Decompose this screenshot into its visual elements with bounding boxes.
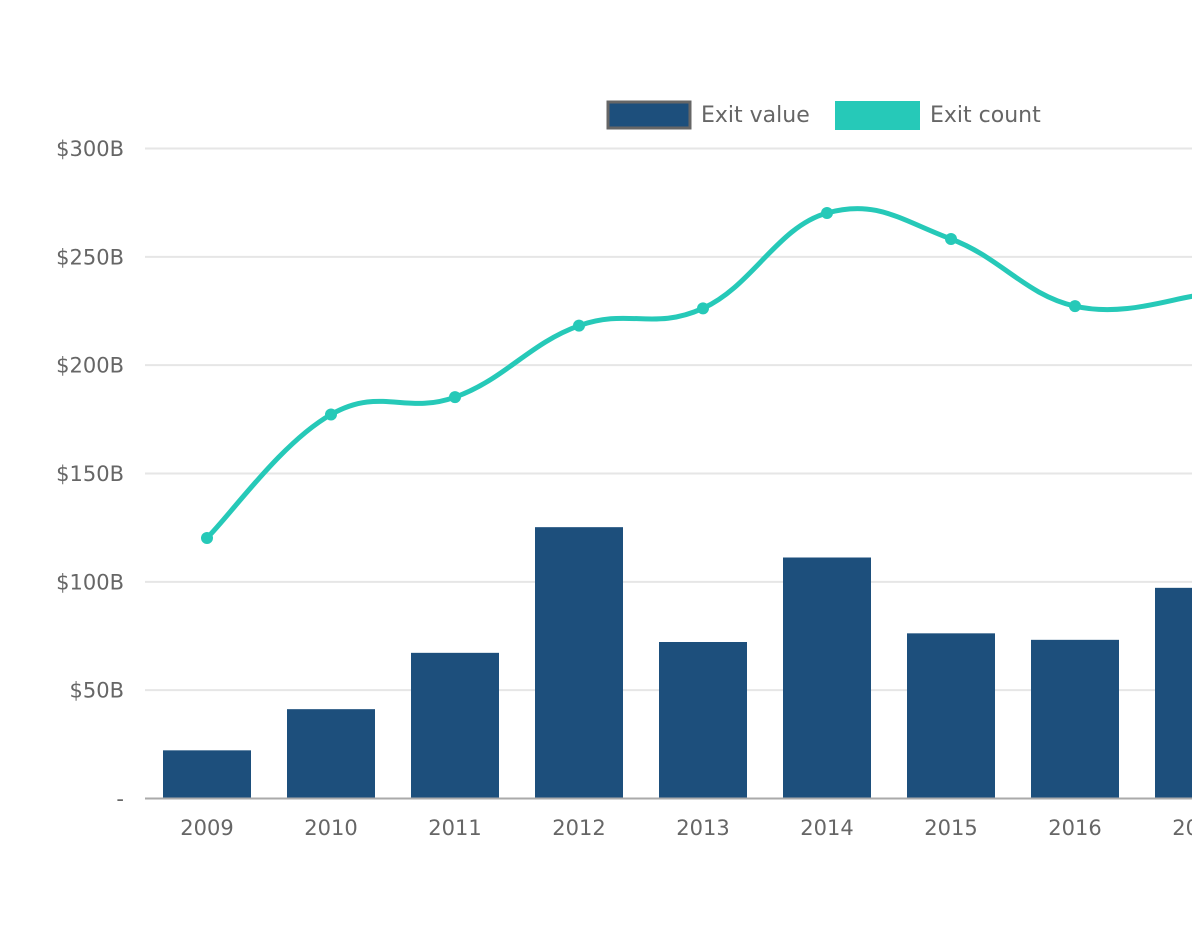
point-exit-count-2015 — [945, 233, 957, 245]
x-tick-label: 2014 — [800, 816, 853, 840]
y-tick-label: $100B — [56, 570, 124, 594]
legend: Exit value Exit count — [606, 100, 1041, 130]
y-tick-label: $250B — [56, 245, 124, 269]
bar-exit-value-2013 — [659, 642, 747, 798]
x-tick-label: 2010 — [304, 816, 357, 840]
x-tick-label: 2015 — [924, 816, 977, 840]
line-series-exit-count — [201, 206, 1192, 544]
point-exit-count-2013 — [697, 302, 709, 315]
point-exit-count-2009 — [201, 532, 213, 544]
bar-exit-value-2017 — [1155, 587, 1192, 798]
y-tick-label: $50B — [70, 679, 125, 703]
bar-exit-value-2016 — [1031, 639, 1119, 798]
bar-exit-value-2014 — [783, 557, 871, 798]
legend-label-exit-value: Exit value — [701, 103, 810, 128]
x-tick-label: 2012 — [552, 816, 605, 840]
bar-series-exit-value — [163, 527, 1192, 798]
y-tick-label: $200B — [56, 354, 124, 378]
point-exit-count-2010 — [325, 408, 337, 421]
line-exit-count — [205, 206, 1192, 540]
bar-exit-value-2010 — [287, 709, 375, 798]
x-tick-label: 2017 — [1172, 816, 1192, 840]
y-tick-label: - — [116, 787, 124, 811]
x-tick-label: 2011 — [428, 816, 481, 840]
y-tick-label: $150B — [56, 462, 124, 486]
point-exit-count-2016 — [1069, 300, 1081, 313]
legend-label-exit-count: Exit count — [930, 103, 1041, 128]
legend-swatch-exit-value — [606, 100, 692, 130]
bar-exit-value-2012 — [535, 527, 623, 798]
gridlines — [145, 147, 1192, 692]
y-axis: - $50B $100B $150B $200B $250B $300B — [56, 137, 124, 811]
legend-swatch-exit-count — [835, 101, 920, 130]
bar-exit-value-2015 — [907, 633, 995, 798]
bar-exit-value-2011 — [411, 652, 499, 798]
bar-exit-value-2009 — [163, 750, 251, 798]
y-tick-label: $300B — [56, 137, 124, 161]
x-tick-label: 2013 — [676, 816, 729, 840]
x-tick-label: 2016 — [1048, 816, 1101, 840]
point-exit-count-2011 — [449, 391, 461, 404]
x-tick-label: 2009 — [180, 816, 233, 840]
x-axis: 2009 2010 2011 2012 2013 2014 2015 2016 2017 — [180, 816, 1192, 840]
point-exit-count-2014 — [821, 207, 833, 219]
point-exit-count-2012 — [573, 319, 585, 332]
